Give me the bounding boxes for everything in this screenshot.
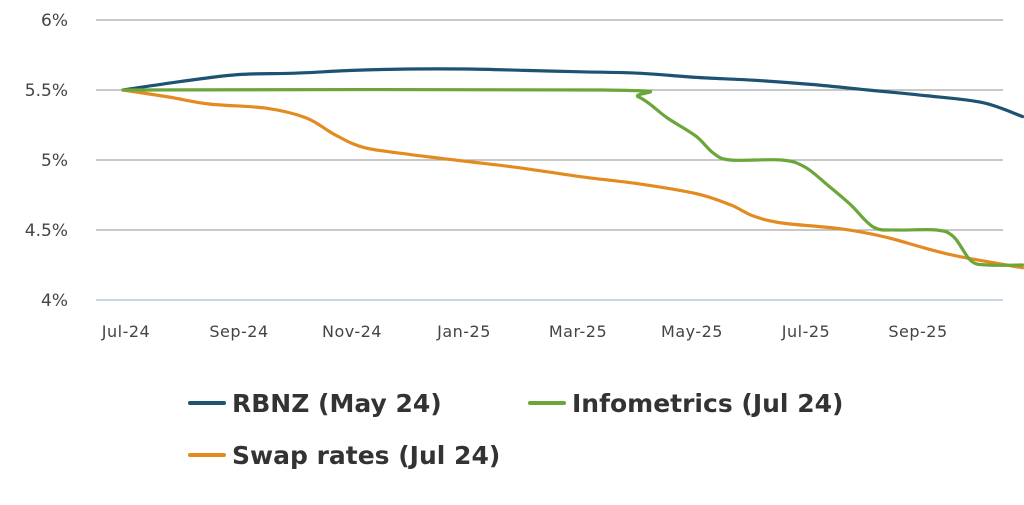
legend-item-infometrics-jul-24: Infometrics (Jul 24) (528, 389, 843, 418)
legend: RBNZ (May 24) Infometrics (Jul 24) Swap ra… (188, 389, 843, 470)
series-line-infometrics-jul-24 (121, 87, 1024, 267)
x-tick-label: Jan-25 (436, 322, 491, 341)
y-tick-label: 5.5% (25, 81, 68, 101)
series-line-rbnz-may-24 (121, 67, 1024, 119)
y-axis: 6% 5.5% 5% 4.5% 4% (25, 11, 68, 311)
x-tick-label: Sep-24 (209, 322, 268, 341)
x-axis: Jul-24 Sep-24 Nov-24 Jan-25 Mar-25 May-25 Jul-… (101, 322, 947, 341)
x-tick-label: Jul-24 (101, 322, 150, 341)
series-lines (121, 67, 1024, 270)
x-tick-label: Sep-25 (888, 322, 947, 341)
legend-item-swap-rates-jul-24: Swap rates (Jul 24) (188, 441, 500, 470)
y-tick-label: 5% (41, 151, 68, 171)
y-tick-label: 4.5% (25, 221, 68, 241)
grid (96, 19, 1003, 301)
legend-item-rbnz-may-24: RBNZ (May 24) (188, 389, 442, 418)
x-tick-label: Jul-25 (781, 322, 830, 341)
series-line-swap-rates-jul-24 (121, 88, 1024, 270)
legend-label: Infometrics (Jul 24) (572, 389, 843, 418)
x-tick-label: Nov-24 (322, 322, 382, 341)
y-tick-label: 6% (41, 11, 68, 31)
x-tick-label: Mar-25 (549, 322, 607, 341)
x-tick-label: May-25 (661, 322, 723, 341)
legend-label: Swap rates (Jul 24) (232, 441, 500, 470)
y-tick-label: 4% (41, 291, 68, 311)
legend-label: RBNZ (May 24) (232, 389, 442, 418)
